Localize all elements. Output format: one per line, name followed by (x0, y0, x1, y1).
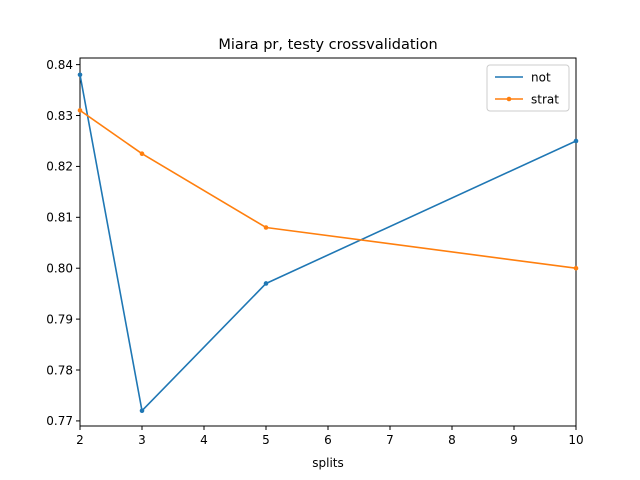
data-point-not (77, 72, 83, 78)
series-layer (77, 72, 579, 414)
y-tick-label: 0.83 (46, 109, 73, 123)
x-axis-label: splits (312, 456, 344, 470)
y-axis: 0.77 0.78 0.79 0.80 0.81 0.82 0.83 0.84 (46, 58, 80, 428)
x-tick-label: 5 (262, 433, 270, 447)
series-line-not (80, 74, 576, 412)
data-point-strat (139, 151, 145, 156)
y-tick-label: 0.78 (46, 363, 73, 377)
legend-marker (506, 96, 512, 102)
y-tick-label: 0.77 (46, 414, 73, 428)
data-point-not (263, 281, 269, 286)
series-not (77, 72, 579, 414)
plot-frame (79, 57, 577, 427)
data-point-strat (573, 265, 579, 271)
data-point-not (139, 408, 145, 414)
y-tick-label: 0.84 (46, 58, 73, 72)
y-tick-label: 0.80 (46, 262, 73, 276)
x-tick-label: 9 (510, 433, 518, 447)
series-line-strat (80, 109, 576, 270)
x-tick-label: 4 (200, 433, 208, 447)
data-point-strat (77, 108, 83, 113)
legend-label: strat (531, 93, 559, 107)
x-tick-label: 10 (568, 433, 583, 447)
legend-label: not (531, 71, 551, 85)
legend-item-not: not (495, 71, 551, 85)
x-tick-label: 8 (448, 433, 456, 447)
x-tick-label: 7 (386, 433, 394, 447)
x-tick-label: 6 (324, 433, 332, 447)
series-strat (77, 108, 579, 271)
legend: not strat (486, 64, 570, 112)
y-tick-label: 0.79 (46, 312, 73, 326)
y-tick-label: 0.82 (46, 160, 73, 174)
data-point-not (573, 138, 579, 144)
plot-area (79, 57, 577, 427)
data-point-strat (263, 225, 269, 230)
chart-title: Miara pr, testy crossvalidation (218, 37, 437, 53)
x-tick-label: 3 (138, 433, 146, 447)
x-tick-label: 2 (76, 433, 84, 447)
x-axis: 2 3 4 5 6 7 8 9 10 (76, 426, 584, 447)
y-tick-label: 0.81 (46, 211, 73, 225)
legend-item-strat: strat (495, 93, 559, 107)
